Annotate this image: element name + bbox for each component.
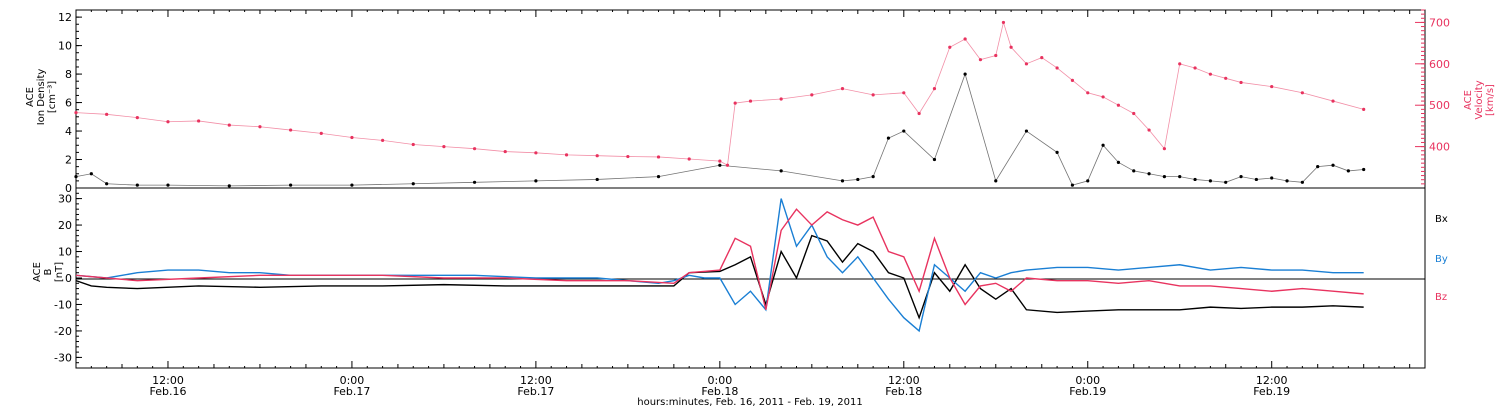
x-tick-label-date: Feb.18 [885, 385, 922, 398]
bottom-tick-label: 30 [58, 193, 72, 206]
velocity-trace [75, 20, 1364, 166]
bx-line [75, 234, 1364, 320]
bottom-tick-label: -20 [54, 325, 72, 338]
data-marks-group [74, 20, 1366, 333]
top-right-tick-label: 400 [1429, 141, 1450, 154]
top-right-tick-label: 700 [1429, 16, 1450, 29]
x-axis-title: hours:minutes, Feb. 16, 2011 - Feb. 19, … [637, 397, 862, 408]
x-tick-label-date: Feb.18 [701, 385, 738, 398]
x-tick-label-date: Feb.17 [333, 385, 370, 398]
top-left-tick-label: 10 [58, 40, 72, 53]
top-right-title-line-3: [km/s] [1485, 84, 1496, 116]
bottom-tick-label: 10 [58, 246, 72, 259]
bottom-tick-label: 20 [58, 219, 72, 232]
bottom-left-title-line-3: [nT] [54, 262, 65, 282]
x-tick-label-time: 12:00 [888, 374, 920, 387]
top-right-axis-title: ACE Velocity [km/s] [1463, 80, 1496, 119]
x-tick-label-time: 12:00 [1256, 374, 1288, 387]
top-left-tick-label: 4 [65, 125, 72, 138]
legend-by: By [1435, 254, 1448, 265]
top-left-tick-label: 8 [65, 68, 72, 81]
top-left-title-line-1: ACE [25, 87, 36, 107]
x-tick-label-time: 0:00 [340, 374, 365, 387]
bottom-left-title-line-1: ACE [32, 262, 43, 282]
x-tick-label-time: 0:00 [707, 374, 732, 387]
legend-bz: Bz [1435, 292, 1447, 303]
top-panel-frame [75, 9, 1426, 189]
top-left-axis-title: ACE Ion Density [cm⁻³] [25, 69, 58, 126]
bottom-tick-label: 0 [65, 272, 72, 285]
density-trace [75, 72, 1364, 187]
bottom-tick-label: -10 [54, 298, 72, 311]
top-left-title-line-3: [cm⁻³] [47, 81, 58, 113]
legend-bx: Bx [1435, 214, 1448, 225]
top-left-tick-label: 6 [65, 97, 72, 110]
x-tick-label-date: Feb.19 [1253, 385, 1290, 398]
bottom-tick-label: -30 [54, 351, 72, 364]
x-tick-label-date: Feb.19 [1069, 385, 1106, 398]
top-left-title-line-2: Ion Density [36, 69, 47, 126]
top-left-tick-label: 12 [58, 11, 72, 24]
top-right-tick-label: 500 [1429, 99, 1450, 112]
top-left-tick-label: 2 [65, 154, 72, 167]
top-left-tick-label: 0 [65, 182, 72, 195]
bottom-panel-frame [75, 187, 1426, 369]
x-tick-label-time: 12:00 [152, 374, 184, 387]
axes-group: 0 2 4 6 8 10 12 400 500 600 700 -30 -20 -10 0 10 20 30 12:… [54, 9, 1450, 398]
x-tick-label-date: Feb.16 [149, 385, 186, 398]
top-right-title-line-1: ACE [1463, 90, 1474, 110]
x-tick-label-time: 0:00 [1075, 374, 1100, 387]
bottom-left-title-line-2: B [43, 268, 54, 275]
top-right-title-line-2: Velocity [1474, 80, 1485, 119]
by-line [75, 198, 1364, 333]
top-right-tick-label: 600 [1429, 58, 1450, 71]
x-tick-label-date: Feb.17 [517, 385, 554, 398]
bottom-left-axis-title: ACE B [nT] [32, 262, 65, 282]
bz-line [75, 208, 1364, 310]
x-tick-label-time: 12:00 [520, 374, 552, 387]
